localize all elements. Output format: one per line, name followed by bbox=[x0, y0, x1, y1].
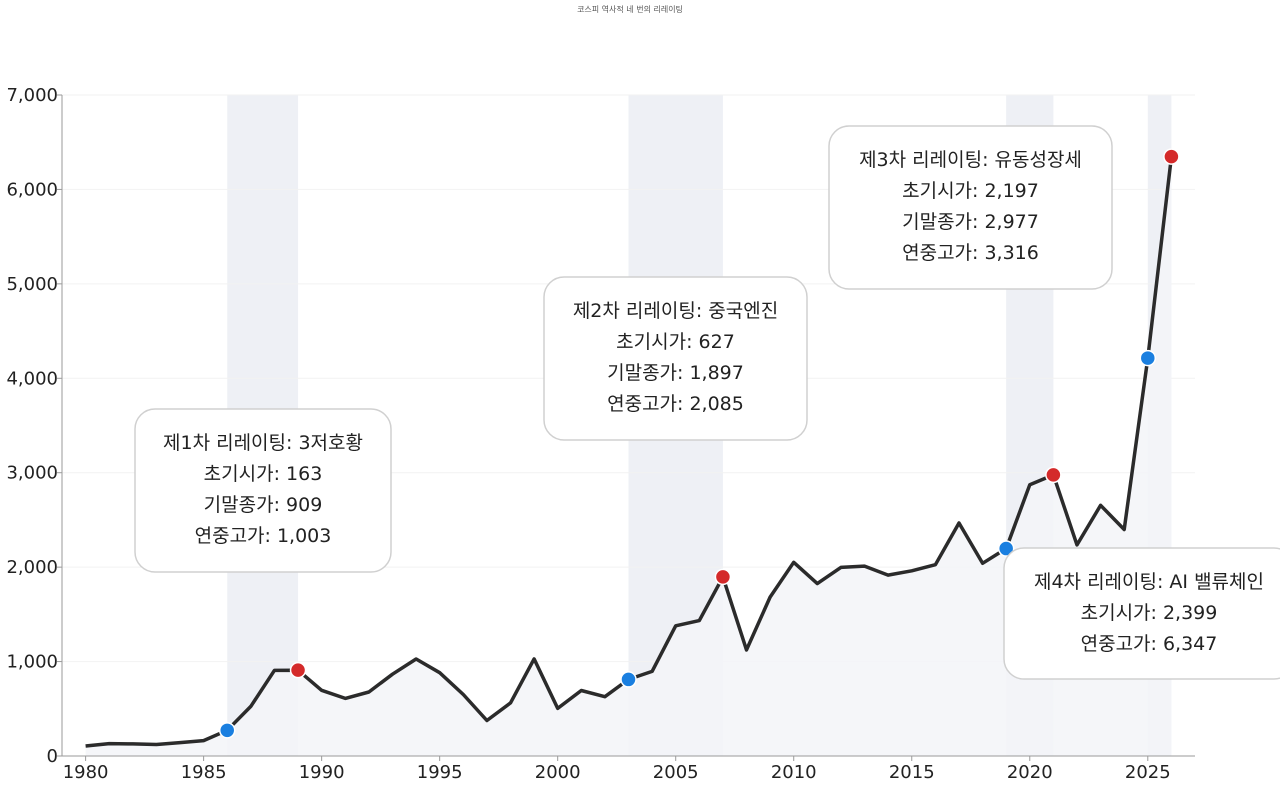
annotation-background bbox=[828, 125, 1113, 290]
x-tick-label: 1980 bbox=[63, 762, 109, 783]
annotation-background bbox=[1003, 547, 1280, 680]
y-tick-label: 5,000 bbox=[6, 274, 58, 295]
annotation-line: 제2차 리레이팅: 중국엔진 bbox=[573, 300, 778, 322]
y-tick-label: 7,000 bbox=[6, 85, 58, 106]
period-end-marker-4 bbox=[1163, 148, 1180, 165]
period-start-marker-4 bbox=[1139, 349, 1157, 367]
annotation-line: 기말종가: 909 bbox=[204, 494, 323, 516]
x-tick-label: 2015 bbox=[889, 762, 935, 783]
period-end-marker-1 bbox=[289, 661, 307, 679]
y-tick-label: 2,000 bbox=[6, 557, 58, 578]
y-tick-label: 1,000 bbox=[6, 652, 58, 673]
x-tick-label: 2010 bbox=[771, 762, 817, 783]
x-tick-label: 2025 bbox=[1125, 762, 1171, 783]
annotation-line: 초기시가: 2,197 bbox=[902, 180, 1039, 202]
y-tick-label: 6,000 bbox=[6, 179, 58, 200]
annotation-line: 초기시가: 627 bbox=[616, 331, 735, 353]
x-tick-label: 1990 bbox=[299, 762, 345, 783]
annotation-line: 제1차 리레이팅: 3저호황 bbox=[163, 432, 363, 454]
period-end-marker-2 bbox=[714, 568, 732, 586]
annotation-line: 연중고가: 6,347 bbox=[1081, 633, 1218, 655]
axes: 0 1,000 2,000 3,000 4,000 5,000 6,000 7,000 1980… bbox=[6, 85, 1195, 783]
annotation-line: 초기시가: 2,399 bbox=[1081, 602, 1218, 624]
period-start-marker-2 bbox=[620, 671, 637, 688]
period-start-marker-1 bbox=[218, 722, 236, 739]
x-tick-label: 2020 bbox=[1007, 762, 1053, 783]
annotation-line: 초기시가: 163 bbox=[204, 463, 323, 485]
annotation-line: 연중고가: 3,316 bbox=[902, 242, 1039, 264]
period-end-marker-3 bbox=[1045, 466, 1062, 484]
x-tick-label: 1995 bbox=[417, 762, 463, 783]
x-tick-label: 1985 bbox=[181, 762, 227, 783]
period-markers bbox=[218, 148, 1180, 739]
y-tick-label: 4,000 bbox=[6, 368, 58, 389]
y-tick-label: 0 bbox=[47, 746, 58, 767]
series-area-fill bbox=[85, 156, 1172, 756]
y-tick-label: 3,000 bbox=[6, 463, 58, 484]
annotation-background bbox=[543, 276, 808, 441]
x-tick-label: 2000 bbox=[535, 762, 581, 783]
annotation-line: 기말종가: 2,977 bbox=[902, 211, 1039, 233]
annotation-line: 기말종가: 1,897 bbox=[607, 362, 744, 384]
annotation-line: 제3차 리레이팅: 유동성장세 bbox=[859, 149, 1082, 171]
annotation-line: 제4차 리레이팅: AI 밸류체인 bbox=[1034, 571, 1264, 593]
annotation-line: 연중고가: 1,003 bbox=[195, 525, 332, 547]
annotation-background bbox=[134, 408, 392, 573]
x-tick-label: 2005 bbox=[653, 762, 699, 783]
period-start-marker-3 bbox=[997, 540, 1015, 557]
annotation-line: 연중고가: 2,085 bbox=[607, 393, 744, 415]
chart-title: 코스피 역사적 네 번의 리레이팅 bbox=[577, 4, 683, 14]
